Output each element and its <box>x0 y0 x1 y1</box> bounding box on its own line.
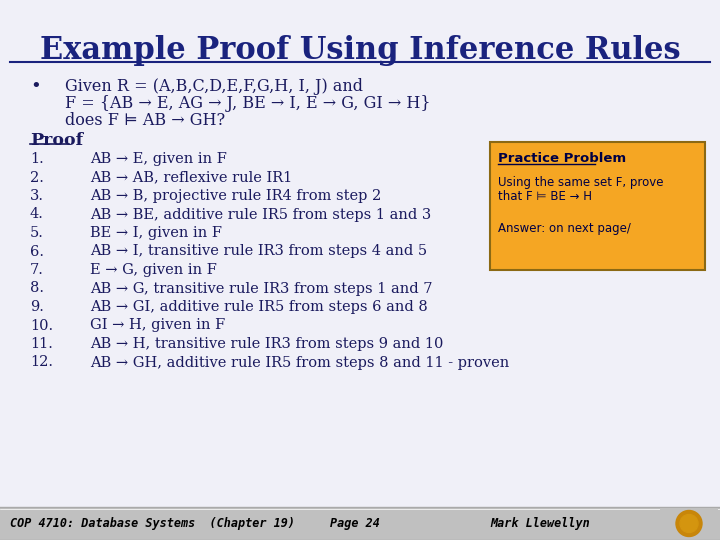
Text: AB → BE, additive rule IR5 from steps 1 and 3: AB → BE, additive rule IR5 from steps 1 … <box>90 207 431 221</box>
Text: Answer: on next page/: Answer: on next page/ <box>498 222 631 235</box>
Text: 1.: 1. <box>30 152 44 166</box>
Text: •: • <box>30 78 41 96</box>
Text: F = {AB → E, AG → J, BE → I, E → G, GI → H}: F = {AB → E, AG → J, BE → I, E → G, GI →… <box>65 95 431 112</box>
Text: Proof: Proof <box>30 132 83 149</box>
Text: 5.: 5. <box>30 226 44 240</box>
Text: Practice Problem: Practice Problem <box>498 152 626 165</box>
Text: 2.: 2. <box>30 171 44 185</box>
Text: 10.: 10. <box>30 319 53 333</box>
Text: 6.: 6. <box>30 245 44 259</box>
Text: 3.: 3. <box>30 189 44 203</box>
Text: AB → I, transitive rule IR3 from steps 4 and 5: AB → I, transitive rule IR3 from steps 4… <box>90 245 427 259</box>
Text: COP 4710: Database Systems  (Chapter 19): COP 4710: Database Systems (Chapter 19) <box>10 517 295 530</box>
Text: 8.: 8. <box>30 281 44 295</box>
Text: GI → H, given in F: GI → H, given in F <box>90 319 225 333</box>
Text: BE → I, given in F: BE → I, given in F <box>90 226 222 240</box>
Text: Example Proof Using Inference Rules: Example Proof Using Inference Rules <box>40 35 680 66</box>
FancyBboxPatch shape <box>660 508 718 539</box>
Text: that F ⊨ BE → H: that F ⊨ BE → H <box>498 190 592 203</box>
Text: AB → GI, additive rule IR5 from steps 6 and 8: AB → GI, additive rule IR5 from steps 6 … <box>90 300 428 314</box>
Text: Mark Llewellyn: Mark Llewellyn <box>490 517 590 530</box>
Text: 9.: 9. <box>30 300 44 314</box>
Text: 4.: 4. <box>30 207 44 221</box>
Text: E → G, given in F: E → G, given in F <box>90 263 217 277</box>
FancyBboxPatch shape <box>490 142 705 270</box>
Text: AB → H, transitive rule IR3 from steps 9 and 10: AB → H, transitive rule IR3 from steps 9… <box>90 337 444 351</box>
Text: does F ⊨ AB → GH?: does F ⊨ AB → GH? <box>65 112 225 129</box>
FancyBboxPatch shape <box>0 507 720 540</box>
Text: 7.: 7. <box>30 263 44 277</box>
Text: Using the same set F, prove: Using the same set F, prove <box>498 176 664 189</box>
Text: AB → GH, additive rule IR5 from steps 8 and 11 - proven: AB → GH, additive rule IR5 from steps 8 … <box>90 355 509 369</box>
Text: AB → B, projective rule IR4 from step 2: AB → B, projective rule IR4 from step 2 <box>90 189 382 203</box>
Text: AB → E, given in F: AB → E, given in F <box>90 152 227 166</box>
Text: Given R = (A,B,C,D,E,F,G,H, I, J) and: Given R = (A,B,C,D,E,F,G,H, I, J) and <box>65 78 363 95</box>
Text: AB → AB, reflexive rule IR1: AB → AB, reflexive rule IR1 <box>90 171 292 185</box>
Circle shape <box>676 510 702 537</box>
Text: Page 24: Page 24 <box>330 517 380 530</box>
Text: AB → G, transitive rule IR3 from steps 1 and 7: AB → G, transitive rule IR3 from steps 1… <box>90 281 433 295</box>
Text: 12.: 12. <box>30 355 53 369</box>
Circle shape <box>680 515 698 532</box>
Text: 11.: 11. <box>30 337 53 351</box>
